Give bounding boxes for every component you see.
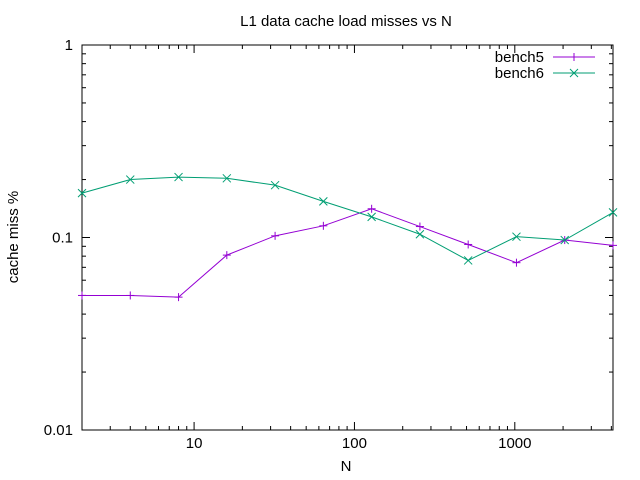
data-point bbox=[125, 175, 135, 184]
data-point bbox=[271, 231, 280, 240]
chart-title: L1 data cache load misses vs N bbox=[240, 13, 452, 30]
series-line bbox=[81, 176, 614, 262]
data-point bbox=[415, 222, 424, 231]
series-line bbox=[82, 208, 614, 298]
axis-ticks: 0.01 0.1 1 10 100 1000 bbox=[44, 37, 613, 452]
legend-marker bbox=[569, 68, 579, 78]
series-bench6 bbox=[77, 172, 618, 265]
data-point bbox=[174, 293, 183, 302]
data-point bbox=[78, 291, 86, 300]
legend-label: bench5 bbox=[495, 49, 544, 66]
data-point bbox=[222, 173, 232, 183]
series-layer bbox=[77, 172, 618, 302]
data-point bbox=[319, 197, 328, 206]
data-point bbox=[608, 208, 618, 217]
data-point bbox=[609, 241, 617, 250]
data-point bbox=[512, 258, 521, 267]
data-point bbox=[174, 172, 183, 182]
x-tick-label: 1000 bbox=[498, 435, 531, 452]
x-tick-label: 10 bbox=[186, 435, 203, 452]
series-bench5 bbox=[78, 204, 617, 302]
data-point bbox=[512, 232, 521, 242]
data-point bbox=[319, 221, 328, 230]
y-tick-label: 0.01 bbox=[44, 422, 73, 439]
data-point bbox=[367, 204, 376, 213]
data-point bbox=[415, 229, 425, 239]
y-axis-label: cache miss % bbox=[5, 191, 22, 284]
y-tick-label: 1 bbox=[65, 37, 73, 54]
data-point bbox=[126, 291, 135, 300]
data-point bbox=[464, 240, 473, 249]
x-tick-label: 100 bbox=[342, 435, 367, 452]
x-axis-label: N bbox=[341, 458, 352, 475]
data-point bbox=[270, 180, 280, 190]
data-point bbox=[560, 235, 570, 245]
data-point bbox=[77, 188, 87, 198]
y-tick-label: 0.1 bbox=[52, 230, 73, 247]
data-point bbox=[463, 256, 473, 265]
data-point bbox=[222, 251, 231, 260]
data-point bbox=[367, 212, 376, 222]
legend-marker bbox=[570, 53, 578, 61]
legend-label: bench6 bbox=[495, 65, 544, 82]
